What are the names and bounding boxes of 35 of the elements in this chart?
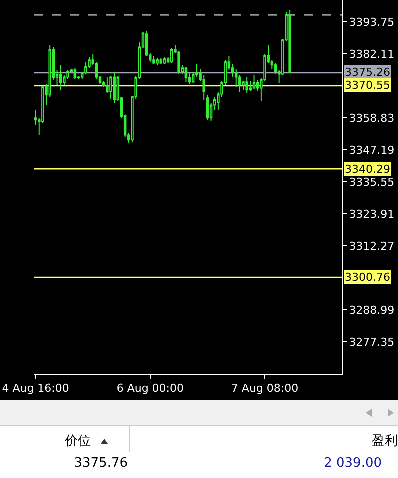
candlestick [170,48,174,64]
y-tick-label: 3347.19 [349,144,395,157]
candlestick [152,56,156,65]
candlestick [163,56,166,65]
y-tick-label: 3335.55 [349,176,395,189]
candlestick [110,76,112,100]
candlestick [252,74,256,90]
text: 2 039.00 [324,456,382,471]
y-tick-label: 3358.83 [349,112,395,125]
y-tick-label: 3288.99 [349,304,395,317]
y-tick-label: 3382.11 [349,48,395,61]
candlestick [288,10,292,74]
candlestick [206,94,210,121]
candlestick [74,68,77,80]
text: 3375.76 [74,456,128,471]
ref-line-label: 3375.26 [345,66,390,79]
y-tick-label: 3277.35 [349,336,395,349]
candlestick [113,72,116,104]
x-tick-label: 7 Aug 08:00 [231,382,299,396]
candlestick [156,58,159,66]
x-tick-label: 6 Aug 00:00 [116,382,184,396]
candlestick [234,68,238,88]
candlestick [59,64,62,91]
text: 价位 [65,434,91,449]
ref-line-label: 3340.29 [345,163,390,176]
ref-line-label: 3300.76 [345,271,390,284]
x-tick-label: 4 Aug 16:00 [2,382,70,396]
y-tick-label: 3323.91 [349,208,395,221]
candlestick [184,66,188,83]
y-tick-label: 3393.75 [349,16,395,29]
ref-line-label: 3370.55 [345,79,390,92]
candlestick [160,58,163,65]
candlestick [246,76,248,94]
text: 盈利 [372,434,398,449]
y-tick-label: 3312.27 [349,240,395,253]
